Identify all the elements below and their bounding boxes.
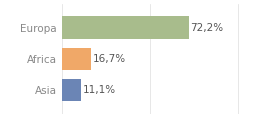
Text: 11,1%: 11,1% [83,85,116,95]
Bar [62,48,91,70]
Text: 16,7%: 16,7% [93,54,126,64]
Text: 72,2%: 72,2% [190,23,223,33]
Bar [62,16,189,39]
Bar [62,79,81,101]
